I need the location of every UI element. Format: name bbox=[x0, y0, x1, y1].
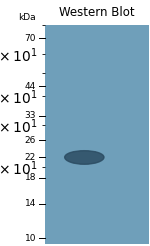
Ellipse shape bbox=[65, 151, 104, 164]
Text: 33: 33 bbox=[24, 111, 36, 120]
Text: 10: 10 bbox=[24, 234, 36, 243]
Text: 14: 14 bbox=[25, 199, 36, 208]
Text: kDa: kDa bbox=[18, 13, 36, 22]
Text: 26: 26 bbox=[25, 136, 36, 145]
Text: Western Blot: Western Blot bbox=[59, 6, 135, 19]
Text: 44: 44 bbox=[25, 81, 36, 91]
Text: 18: 18 bbox=[24, 173, 36, 182]
Text: 70: 70 bbox=[24, 34, 36, 43]
Text: 22: 22 bbox=[25, 153, 36, 162]
